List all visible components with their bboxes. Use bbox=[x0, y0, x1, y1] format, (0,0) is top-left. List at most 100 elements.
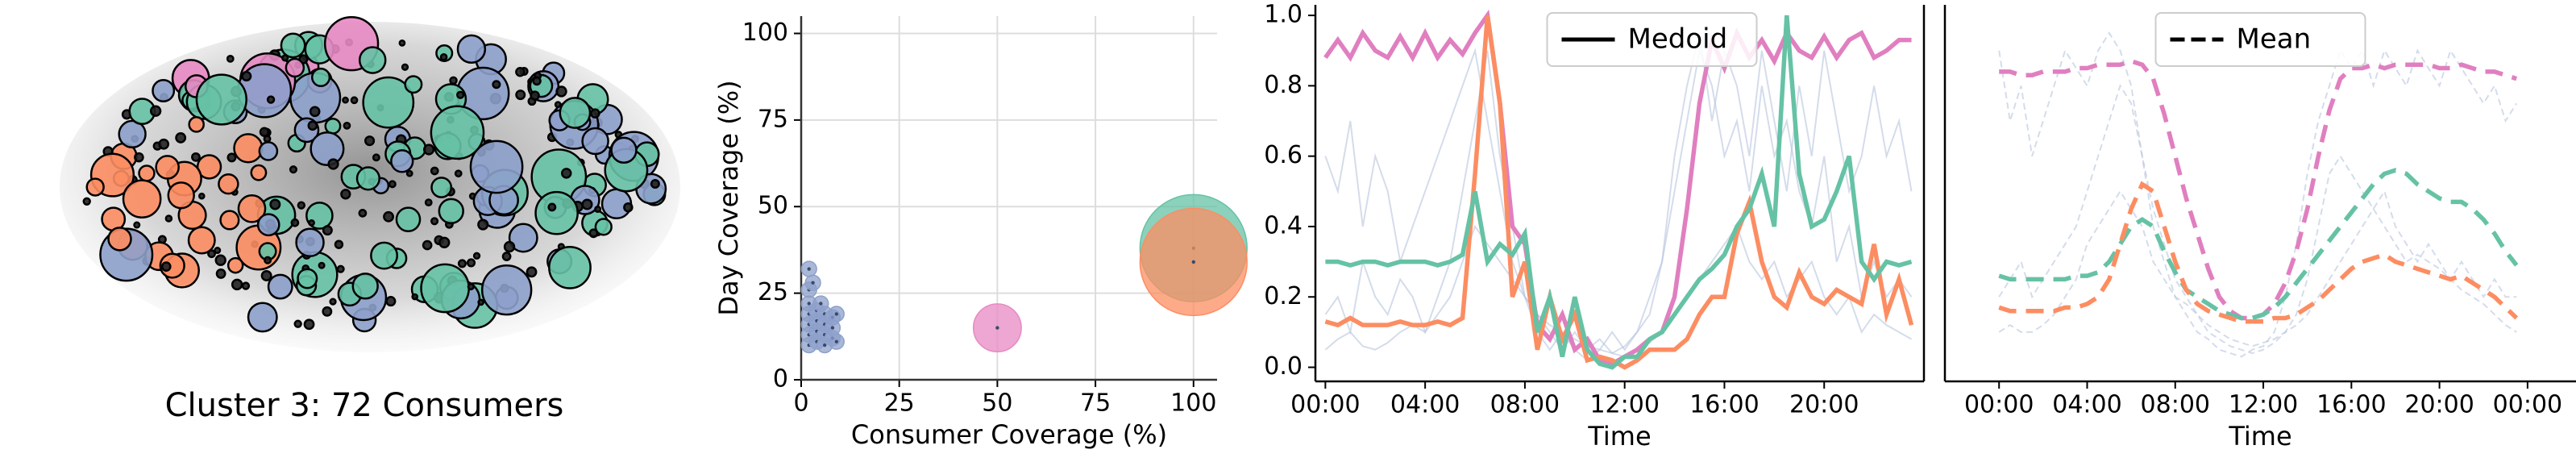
network-node bbox=[385, 296, 397, 307]
network-node bbox=[358, 209, 368, 218]
x-tick-label: 50 bbox=[982, 389, 1012, 418]
network-node bbox=[289, 165, 298, 174]
network-node bbox=[532, 76, 542, 86]
bubble-center bbox=[811, 281, 815, 285]
network-node bbox=[322, 306, 333, 317]
network-node bbox=[233, 133, 264, 164]
legend-label: Mean bbox=[2237, 23, 2312, 56]
network-node bbox=[405, 169, 413, 177]
network-node bbox=[207, 249, 216, 259]
series-line bbox=[1998, 168, 2519, 321]
network-node bbox=[310, 131, 345, 167]
x-tick-label: 00:00 bbox=[2493, 391, 2562, 419]
network-node bbox=[318, 261, 326, 269]
y-tick-label: 0.4 bbox=[1264, 211, 1303, 239]
network-node bbox=[159, 252, 185, 279]
network-node bbox=[650, 179, 660, 189]
network-node bbox=[398, 40, 406, 47]
network-node bbox=[430, 166, 439, 176]
network-node bbox=[594, 205, 602, 214]
x-axis-label: Consumer Coverage (%) bbox=[851, 419, 1167, 450]
network-node bbox=[267, 273, 293, 300]
y-tick-label: 1.0 bbox=[1264, 1, 1303, 29]
network-node bbox=[290, 218, 300, 227]
network-node bbox=[424, 198, 433, 207]
network-node bbox=[534, 190, 579, 235]
series-line bbox=[1998, 181, 2519, 324]
network-node bbox=[293, 319, 302, 328]
network-node bbox=[149, 105, 162, 117]
x-axis-label: Time bbox=[1587, 421, 1651, 452]
x-tick-label: 16:00 bbox=[1689, 391, 1759, 419]
y-tick-label: 0.2 bbox=[1264, 282, 1303, 310]
network-node bbox=[241, 281, 251, 290]
network-node bbox=[264, 256, 272, 264]
network-node bbox=[334, 239, 344, 249]
network-node bbox=[195, 73, 247, 126]
network-node bbox=[85, 177, 105, 197]
network-node bbox=[215, 268, 226, 279]
network-node bbox=[219, 210, 240, 231]
network-node bbox=[472, 252, 481, 260]
network-node bbox=[469, 139, 524, 194]
network-node bbox=[362, 76, 415, 129]
network-node bbox=[554, 101, 562, 109]
network-node bbox=[175, 131, 187, 144]
x-axis-label: Time bbox=[2228, 421, 2291, 452]
network-node bbox=[401, 63, 409, 71]
network-node bbox=[260, 270, 272, 281]
network-node bbox=[623, 202, 634, 213]
background-line bbox=[1998, 84, 2517, 355]
x-tick-label: 25 bbox=[884, 389, 915, 418]
network-node bbox=[226, 152, 237, 163]
network-node bbox=[411, 293, 419, 301]
x-tick-label: 100 bbox=[1170, 389, 1216, 418]
network-node bbox=[515, 67, 526, 77]
network-node bbox=[133, 221, 141, 229]
x-tick-label: 08:00 bbox=[1490, 391, 1560, 419]
network-node bbox=[118, 119, 147, 149]
network-node bbox=[503, 240, 516, 253]
network-node bbox=[492, 80, 501, 89]
network-node bbox=[297, 268, 318, 289]
x-tick-label: 20:00 bbox=[2404, 391, 2474, 419]
network-node bbox=[258, 141, 279, 161]
network-node bbox=[547, 202, 557, 212]
network-node bbox=[456, 90, 465, 99]
network-node bbox=[501, 252, 512, 261]
network-node bbox=[158, 138, 170, 150]
network-node bbox=[372, 153, 380, 162]
network-node bbox=[581, 198, 593, 210]
x-tick-label: 12:00 bbox=[1589, 391, 1659, 419]
x-tick-label: 04:00 bbox=[2052, 391, 2121, 419]
bubble-center bbox=[995, 326, 999, 330]
legend-box bbox=[2154, 12, 2366, 67]
network-node bbox=[343, 122, 351, 130]
network-node bbox=[187, 226, 216, 255]
network-caption: Cluster 3: 72 Consumers bbox=[165, 387, 564, 424]
x-tick-label: 00:00 bbox=[1964, 391, 2034, 419]
network-node bbox=[383, 210, 394, 223]
network-node bbox=[438, 236, 451, 248]
network-node bbox=[358, 46, 387, 74]
bubble-center bbox=[819, 302, 823, 306]
x-tick-label: 04:00 bbox=[1390, 391, 1460, 419]
network-node bbox=[340, 189, 351, 200]
network-node bbox=[269, 198, 281, 210]
network-node bbox=[610, 136, 638, 164]
network-node bbox=[526, 266, 538, 278]
network-node bbox=[256, 213, 280, 237]
y-tick-label: 0.0 bbox=[1264, 352, 1303, 381]
network-node bbox=[160, 261, 172, 272]
network-node bbox=[164, 214, 173, 223]
network-node bbox=[590, 108, 600, 119]
network-node bbox=[530, 90, 540, 101]
network-node bbox=[454, 169, 463, 178]
network-node bbox=[351, 273, 379, 300]
network-node bbox=[307, 120, 318, 131]
network-node bbox=[237, 194, 267, 223]
legend-box bbox=[1546, 12, 1758, 67]
y-tick-label: 0.6 bbox=[1264, 141, 1303, 169]
network-node bbox=[231, 278, 243, 291]
